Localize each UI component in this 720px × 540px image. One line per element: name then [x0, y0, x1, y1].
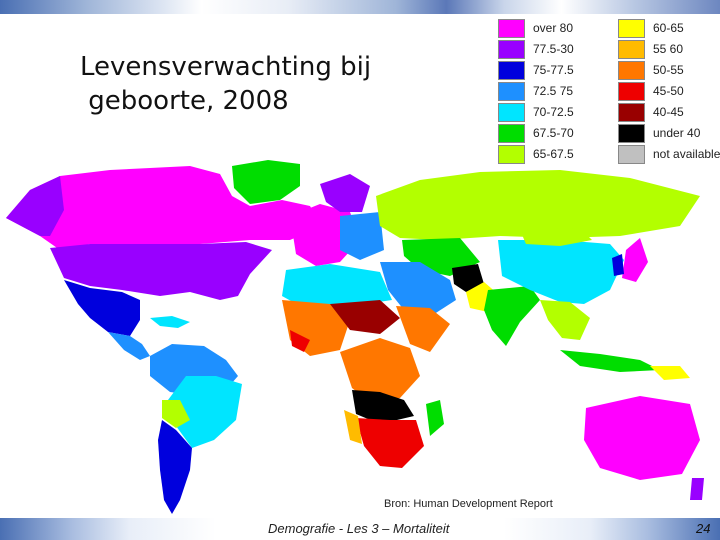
- legend-swatch: [498, 39, 525, 59]
- region-southeast-asia: [540, 300, 590, 340]
- region-south-africa-west: [344, 410, 362, 444]
- region-indonesia: [560, 350, 660, 372]
- legend-label: not available: [653, 147, 720, 161]
- page-number: 24: [696, 521, 711, 536]
- region-bolivia: [162, 400, 190, 428]
- legend-swatch: [618, 18, 645, 38]
- legend-label: under 40: [653, 126, 701, 140]
- legend-swatch: [498, 81, 525, 101]
- legend-item-45-50: 45-50: [618, 81, 684, 101]
- legend-item-55-60: 55 60: [618, 39, 683, 59]
- legend-item-67-5-70: 67.5-70: [498, 123, 574, 143]
- region-madagascar: [426, 400, 444, 436]
- region-caribbean: [150, 316, 190, 328]
- bottom-decorative-bar: [0, 518, 720, 540]
- region-central-africa: [340, 338, 420, 404]
- legend-item-over-80: over 80: [498, 18, 573, 38]
- region-brazil: [168, 376, 242, 448]
- region-eastern-europe: [340, 212, 384, 260]
- legend-label: 67.5-70: [533, 126, 574, 140]
- region-india: [484, 286, 540, 346]
- legend-swatch: [498, 144, 525, 164]
- legend-label: 45-50: [653, 84, 684, 98]
- region-central-america: [108, 332, 150, 360]
- legend-swatch: [498, 123, 525, 143]
- legend-swatch: [618, 144, 645, 164]
- region-russia: [376, 170, 700, 240]
- legend-item-60-65: 60-65: [618, 18, 684, 38]
- region-china: [498, 240, 624, 304]
- legend-label: 55 60: [653, 42, 684, 56]
- legend-label: over 80: [533, 21, 574, 35]
- legend-label: 72.5 75: [533, 84, 574, 98]
- legend-label: 75-77.5: [533, 63, 574, 77]
- legend-item-72-5-75: 72.5 75: [498, 81, 573, 101]
- legend-item-under-40: under 40: [618, 123, 700, 143]
- source-citation: Bron: Human Development Report: [384, 498, 553, 510]
- region-congo-zambia: [352, 390, 414, 424]
- legend-swatch: [618, 81, 645, 101]
- legend-label: 50-55: [653, 63, 684, 77]
- region-australia: [584, 396, 700, 480]
- region-canada-alaska: [6, 166, 322, 250]
- region-mongolia: [520, 228, 592, 246]
- region-japan: [622, 238, 648, 282]
- legend-swatch: [498, 60, 525, 80]
- legend-label: 65-67.5: [533, 147, 574, 161]
- legend-item-75-77-5: 75-77.5: [498, 60, 574, 80]
- legend-item-50-55: 50-55: [618, 60, 684, 80]
- region-papua: [650, 366, 690, 380]
- slide-title: Levensverwachting bij geboorte, 2008: [80, 52, 372, 116]
- legend-swatch: [498, 102, 525, 122]
- legend-swatch: [618, 60, 645, 80]
- legend-swatch: [498, 18, 525, 38]
- legend-swatch: [618, 102, 645, 122]
- legend-item-70-72-5: 70-72.5: [498, 102, 574, 122]
- region-north-africa: [282, 264, 392, 306]
- region-middle-east: [380, 262, 456, 318]
- region-west-africa-coast: [290, 330, 310, 352]
- legend-label: 60-65: [653, 21, 684, 35]
- top-decorative-bar: [0, 0, 720, 14]
- legend-swatch: [618, 39, 645, 59]
- region-afghanistan: [452, 264, 484, 292]
- region-sahel: [330, 300, 400, 334]
- legend-item-not-available: not available: [618, 144, 720, 164]
- region-new-zealand: [690, 478, 704, 500]
- region-argentina-chile: [158, 420, 192, 514]
- region-greenland: [232, 160, 300, 204]
- legend-label: 70-72.5: [533, 105, 574, 119]
- slide-footer: Demografie - Les 3 – Mortaliteit: [268, 521, 450, 536]
- region-southern-africa: [356, 418, 424, 468]
- legend-item-40-45: 40-45: [618, 102, 684, 122]
- region-horn-africa: [396, 306, 450, 352]
- region-scandinavia: [320, 174, 370, 212]
- region-mexico: [64, 280, 140, 336]
- legend-label: 40-45: [653, 105, 684, 119]
- world-life-expectancy-map: [6, 160, 704, 514]
- region-alaska: [6, 176, 64, 236]
- legend-item-77-5-30: 77.5-30: [498, 39, 574, 59]
- region-usa: [50, 242, 272, 300]
- map-legend: over 80 77.5-30 75-77.5 72.5 75 70-72.5 …: [494, 16, 720, 164]
- region-korea: [612, 254, 624, 276]
- legend-label: 77.5-30: [533, 42, 574, 56]
- legend-swatch: [618, 123, 645, 143]
- legend-item-65-67-5: 65-67.5: [498, 144, 574, 164]
